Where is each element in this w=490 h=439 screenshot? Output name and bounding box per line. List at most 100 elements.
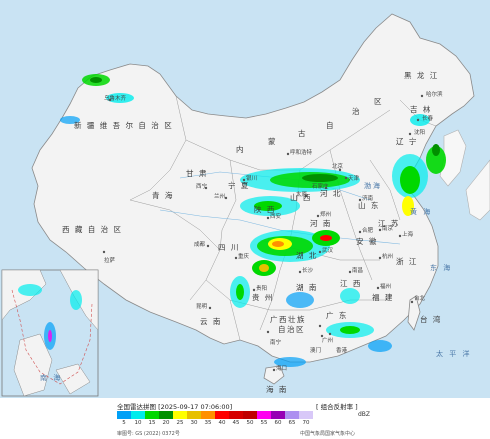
label-zhengzhou: 郑州 — [320, 210, 331, 218]
label-zhejiang: 浙 江 — [396, 256, 418, 266]
label-xian: 西安 — [270, 212, 282, 220]
label-xining: 西宁 — [196, 182, 208, 190]
label-guangxi-1: 广西壮族 — [270, 314, 306, 324]
legend-product: [ 组合反射率 ] — [316, 403, 358, 411]
label-nanjing: 南京 — [382, 224, 394, 232]
legend-tick-label: 65 — [288, 420, 296, 426]
legend-swatch — [271, 411, 285, 419]
label-fuzhou: 福州 — [380, 282, 391, 290]
label-jiangxi: 江 西 — [340, 279, 362, 288]
label-yinchuan: 银川 — [246, 174, 257, 182]
label-chongqing: 重庆 — [238, 252, 250, 260]
label-yunnan: 云 南 — [200, 316, 222, 326]
legend-tick-label: 40 — [218, 420, 226, 426]
legend-color-bar — [117, 411, 313, 419]
legend-unit: dBZ — [358, 411, 371, 418]
legend-swatch — [215, 411, 229, 419]
label-hangzhou: 杭州 — [382, 252, 393, 260]
radar-echoes — [18, 74, 446, 367]
label-guangxi-2: 自治区 — [278, 324, 305, 334]
legend-tick-label: 70 — [302, 420, 310, 426]
radar-map: 黑 龙 江 吉 林 辽 宁 内 蒙 古 自 治 区 新 疆 维 吾 尔 自 治 … — [0, 0, 490, 398]
label-wuhan: 武汉 — [322, 246, 334, 254]
label-kunming: 昆明 — [196, 303, 208, 310]
legend-tick-label: 15 — [148, 420, 156, 426]
label-beijing: 北京 — [332, 162, 344, 170]
legend-swatch — [131, 411, 145, 419]
label-inner-mongolia-1: 内 — [236, 144, 245, 154]
label-jilin: 吉 林 — [410, 104, 432, 114]
label-qinghai: 青 海 — [152, 190, 174, 200]
legend-swatch — [285, 411, 299, 419]
legend-swatch — [201, 411, 215, 419]
label-haikou: 海口 — [276, 364, 287, 372]
legend-swatch — [145, 411, 159, 419]
legend-swatch — [117, 411, 131, 419]
label-bohai: 渤海 — [364, 181, 382, 190]
label-inner-mongolia-2: 蒙 — [268, 136, 277, 146]
label-yellow-sea: 黄 海 — [410, 207, 432, 216]
label-harbin: 哈尔滨 — [426, 90, 443, 98]
legend-swatch — [299, 411, 313, 419]
label-guangdong: 广 东 — [326, 310, 348, 320]
label-changsha: 长沙 — [302, 266, 314, 274]
label-xizang: 西 藏 自 治 区 — [62, 224, 123, 234]
legend-tick-label: 10 — [134, 420, 142, 426]
label-nanchang: 南昌 — [352, 266, 363, 274]
label-chengdu: 成都 — [194, 240, 206, 248]
label-macau: 澳门 — [310, 346, 321, 354]
legend-tick-label: 55 — [260, 420, 268, 426]
legend-swatch — [159, 411, 173, 419]
legend-swatch — [243, 411, 257, 419]
label-shanghai: 上海 — [402, 230, 414, 238]
label-taipei: 台北 — [414, 294, 426, 302]
label-hongkong: 香港 — [336, 346, 348, 354]
label-guangzhou: 广州 — [322, 336, 333, 344]
legend-tick-label: 35 — [204, 420, 212, 426]
label-hefei: 合肥 — [362, 226, 374, 234]
label-urumqi: 乌鲁木齐 — [104, 94, 127, 102]
label-tianjin: 天津 — [348, 175, 360, 182]
legend-review-number: 审图号: GS (2022) 0372号 — [117, 431, 180, 437]
japan-land — [465, 159, 490, 221]
legend-tick-label: 50 — [246, 420, 254, 426]
label-inner-mongolia-6: 区 — [374, 97, 383, 106]
label-inner-mongolia-5: 治 — [352, 106, 361, 116]
label-ningxia: 宁 夏 — [228, 180, 250, 190]
label-hubei: 湖 北 — [296, 251, 318, 260]
legend-tick-label: 25 — [176, 420, 184, 426]
label-lanzhou: 兰州 — [214, 192, 225, 200]
label-guizhou: 贵 州 — [252, 292, 274, 302]
city-dots — [102, 94, 424, 372]
legend-swatch — [173, 411, 187, 419]
legend-swatch — [257, 411, 271, 419]
label-south-china-sea: 南 海 — [40, 373, 62, 382]
label-anhui: 安 徽 — [356, 236, 378, 246]
label-taiyuan: 太原 — [296, 190, 308, 198]
label-shijiazhuang: 石家庄 — [312, 182, 329, 190]
label-changchun: 长春 — [422, 114, 434, 122]
label-inner-mongolia-4: 自 — [326, 120, 335, 130]
label-shenyang: 沈阳 — [414, 128, 425, 136]
label-liaoning: 辽 宁 — [396, 136, 418, 146]
label-hebei: 河 北 — [320, 189, 342, 198]
label-pacific: 太 平 洋 — [436, 349, 471, 358]
label-sichuan: 四 川 — [218, 243, 240, 252]
legend-tick-label: 60 — [274, 420, 282, 426]
label-hohhot: 呼和浩特 — [290, 148, 313, 156]
map-canvas: 黑 龙 江 吉 林 辽 宁 内 蒙 古 自 治 区 新 疆 维 吾 尔 自 治 … — [1, 13, 490, 397]
label-shaanxi: 陕 西 — [254, 204, 276, 214]
legend-tick-label: 20 — [162, 420, 170, 426]
label-shandong: 山 东 — [358, 200, 380, 210]
legend-swatch — [187, 411, 201, 419]
label-hainan: 海 南 — [266, 384, 288, 394]
taiwan-island — [407, 295, 421, 331]
label-nanning: 南宁 — [270, 338, 282, 346]
label-fujian: 福 建 — [372, 292, 394, 302]
label-east-china-sea: 东 海 — [430, 263, 452, 272]
label-henan: 河 南 — [310, 218, 332, 228]
label-jinan: 济南 — [362, 194, 374, 202]
label-jiangsu: 江 苏 — [378, 218, 400, 228]
legend-issuer: 中国气象局国家气象中心 — [300, 431, 356, 437]
legend-title: 全国雷达拼图 [2025-09-17 07:06:00] — [117, 403, 233, 411]
